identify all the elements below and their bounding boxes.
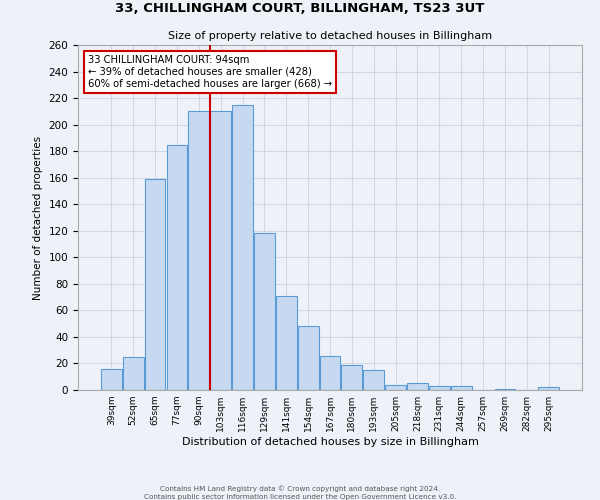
Bar: [538, 388, 559, 390]
Bar: [276, 296, 296, 390]
X-axis label: Distribution of detached houses by size in Billingham: Distribution of detached houses by size …: [182, 437, 478, 447]
Bar: [494, 388, 515, 390]
Bar: [101, 369, 122, 390]
Bar: [364, 370, 384, 390]
Y-axis label: Number of detached properties: Number of detached properties: [33, 136, 43, 300]
Bar: [210, 112, 231, 390]
Bar: [407, 384, 428, 390]
Text: 33 CHILLINGHAM COURT: 94sqm
← 39% of detached houses are smaller (428)
60% of se: 33 CHILLINGHAM COURT: 94sqm ← 39% of det…: [88, 56, 332, 88]
Bar: [254, 234, 275, 390]
Bar: [167, 144, 187, 390]
Text: Contains HM Land Registry data © Crown copyright and database right 2024.
Contai: Contains HM Land Registry data © Crown c…: [144, 486, 456, 500]
Text: 33, CHILLINGHAM COURT, BILLINGHAM, TS23 3UT: 33, CHILLINGHAM COURT, BILLINGHAM, TS23 …: [115, 2, 485, 16]
Bar: [232, 104, 253, 390]
Bar: [320, 356, 340, 390]
Bar: [341, 365, 362, 390]
Bar: [429, 386, 450, 390]
Bar: [298, 326, 319, 390]
Title: Size of property relative to detached houses in Billingham: Size of property relative to detached ho…: [168, 32, 492, 42]
Bar: [451, 386, 472, 390]
Bar: [188, 112, 209, 390]
Bar: [385, 384, 406, 390]
Bar: [123, 357, 143, 390]
Bar: [145, 179, 166, 390]
